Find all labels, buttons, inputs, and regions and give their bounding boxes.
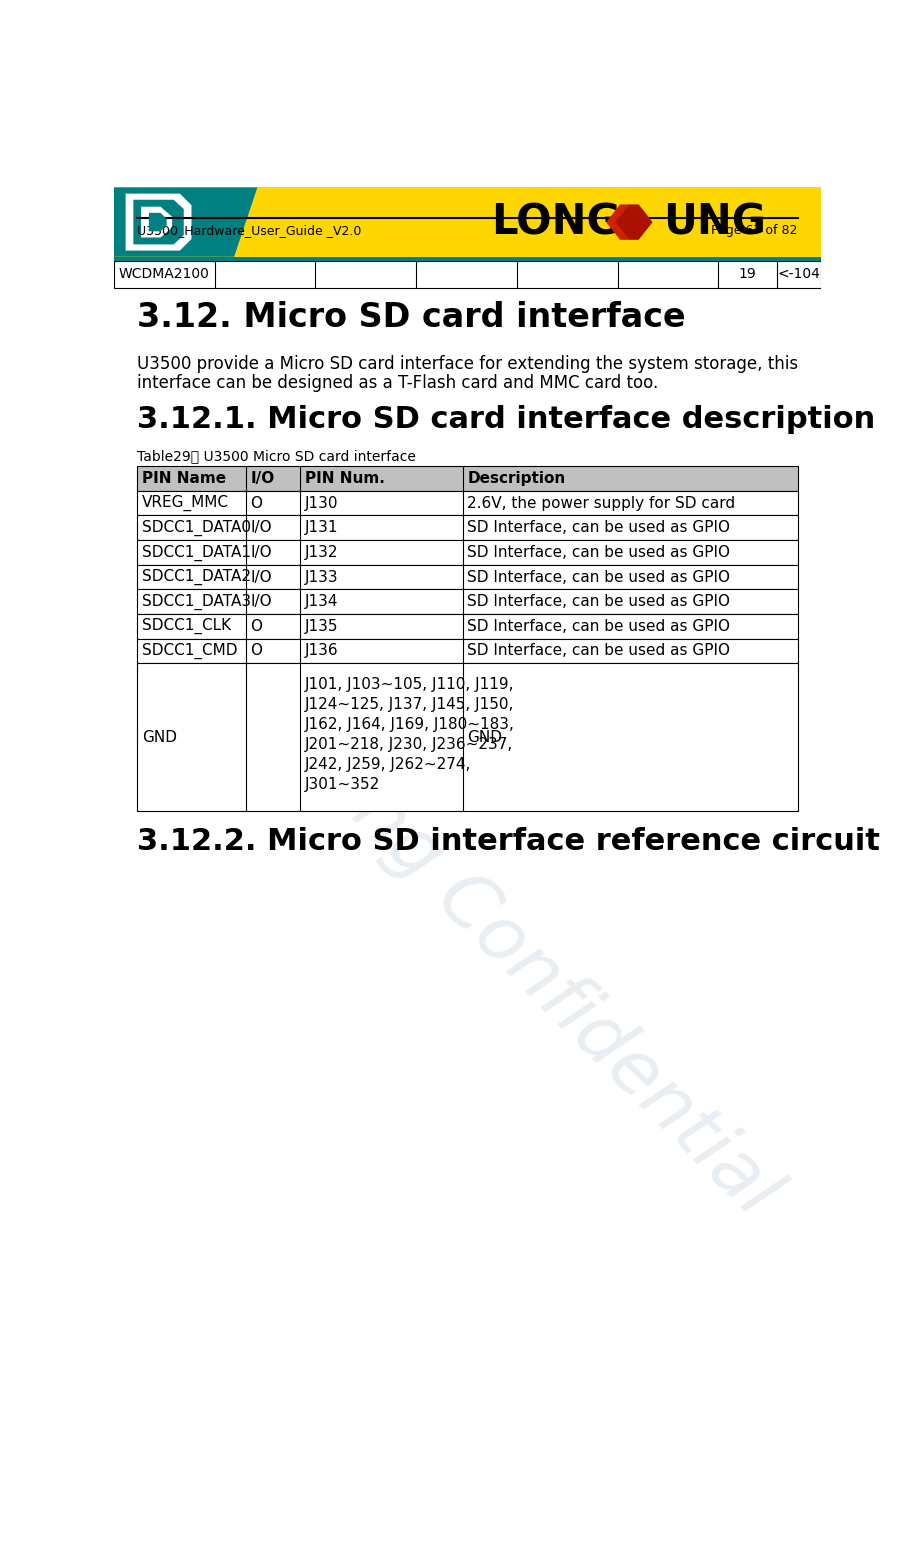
Text: 3.12.1. Micro SD card interface description: 3.12.1. Micro SD card interface descript… (137, 405, 875, 434)
Polygon shape (114, 187, 257, 256)
Text: SD Interface, can be used as GPIO: SD Interface, can be used as GPIO (467, 545, 730, 559)
Text: UNG: UNG (662, 201, 765, 244)
Bar (137, 614, 797, 639)
Bar (114, 256, 820, 261)
Text: J132: J132 (304, 545, 338, 559)
Bar (137, 589, 797, 614)
Text: I/O: I/O (251, 545, 271, 559)
Text: VREG_MMC: VREG_MMC (142, 495, 229, 511)
Text: PIN Num.: PIN Num. (304, 472, 384, 486)
Text: I/O: I/O (251, 520, 271, 536)
Text: interface can be designed as a T-Flash card and MMC card too.: interface can be designed as a T-Flash c… (137, 373, 658, 392)
Text: SDCC1_CMD: SDCC1_CMD (142, 644, 237, 659)
Text: I/O: I/O (251, 594, 271, 609)
Text: J136: J136 (304, 644, 338, 659)
Text: GND: GND (142, 729, 177, 745)
Text: SD Interface, can be used as GPIO: SD Interface, can be used as GPIO (467, 570, 730, 584)
Text: Page 67 of 82: Page 67 of 82 (711, 225, 797, 237)
Text: J301~352: J301~352 (304, 778, 380, 792)
Text: J135: J135 (304, 619, 338, 634)
Text: SDCC1_DATA0: SDCC1_DATA0 (142, 520, 251, 536)
Bar (137, 465, 797, 490)
Text: PIN Name: PIN Name (142, 472, 226, 486)
Text: 2.6V, the power supply for SD card: 2.6V, the power supply for SD card (467, 495, 734, 511)
Text: I/O: I/O (251, 472, 274, 486)
Text: 19: 19 (738, 267, 755, 281)
Polygon shape (141, 206, 172, 237)
Text: J134: J134 (304, 594, 338, 609)
Text: 3.12. Micro SD card interface: 3.12. Micro SD card interface (137, 301, 685, 334)
Text: Table29： U3500 Micro SD card interface: Table29： U3500 Micro SD card interface (137, 450, 415, 464)
Text: SDCC1_CLK: SDCC1_CLK (142, 619, 230, 634)
Text: U3500 provide a Micro SD card interface for extending the system storage, this: U3500 provide a Micro SD card interface … (137, 355, 797, 373)
Text: GND: GND (467, 729, 502, 745)
Text: LONG: LONG (490, 201, 620, 244)
Text: U3500_Hardware_User_Guide _V2.0: U3500_Hardware_User_Guide _V2.0 (137, 225, 362, 237)
Bar (137, 540, 797, 565)
Text: O: O (251, 495, 262, 511)
Bar (114, 187, 820, 256)
Text: <-104: <-104 (776, 267, 819, 281)
Text: LongSung Confidential: LongSung Confidential (142, 580, 792, 1229)
Text: J130: J130 (304, 495, 338, 511)
Text: J201~218, J230, J236~237,: J201~218, J230, J236~237, (304, 737, 512, 753)
Text: SDCC1_DATA1: SDCC1_DATA1 (142, 544, 251, 561)
Text: SDCC1_DATA2: SDCC1_DATA2 (142, 569, 251, 586)
Bar (114, 261, 820, 287)
Text: O: O (251, 619, 262, 634)
Polygon shape (133, 200, 183, 244)
Text: SD Interface, can be used as GPIO: SD Interface, can be used as GPIO (467, 644, 730, 659)
Text: WCDMA2100: WCDMA2100 (118, 267, 210, 281)
Text: SD Interface, can be used as GPIO: SD Interface, can be used as GPIO (467, 520, 730, 536)
Bar (137, 515, 797, 540)
Text: I/O: I/O (251, 570, 271, 584)
Polygon shape (126, 194, 191, 250)
Polygon shape (615, 205, 652, 241)
Text: SD Interface, can be used as GPIO: SD Interface, can be used as GPIO (467, 594, 730, 609)
Text: J133: J133 (304, 570, 338, 584)
Text: SDCC1_DATA3: SDCC1_DATA3 (142, 594, 251, 609)
Text: 3.12.2. Micro SD interface reference circuit: 3.12.2. Micro SD interface reference cir… (137, 826, 879, 856)
Polygon shape (606, 205, 642, 241)
Polygon shape (148, 212, 167, 231)
Bar (137, 565, 797, 589)
Text: SD Interface, can be used as GPIO: SD Interface, can be used as GPIO (467, 619, 730, 634)
Text: J124~125, J137, J145, J150,: J124~125, J137, J145, J150, (304, 697, 514, 712)
Text: J162, J164, J169, J180~183,: J162, J164, J169, J180~183, (304, 717, 514, 733)
Bar (137, 664, 797, 811)
Text: J131: J131 (304, 520, 338, 536)
Text: Description: Description (467, 472, 565, 486)
Text: J101, J103~105, J110, J119,: J101, J103~105, J110, J119, (304, 678, 514, 692)
Bar (137, 490, 797, 515)
Text: O: O (251, 644, 262, 659)
Text: J242, J259, J262~274,: J242, J259, J262~274, (304, 758, 470, 772)
Bar (137, 639, 797, 664)
